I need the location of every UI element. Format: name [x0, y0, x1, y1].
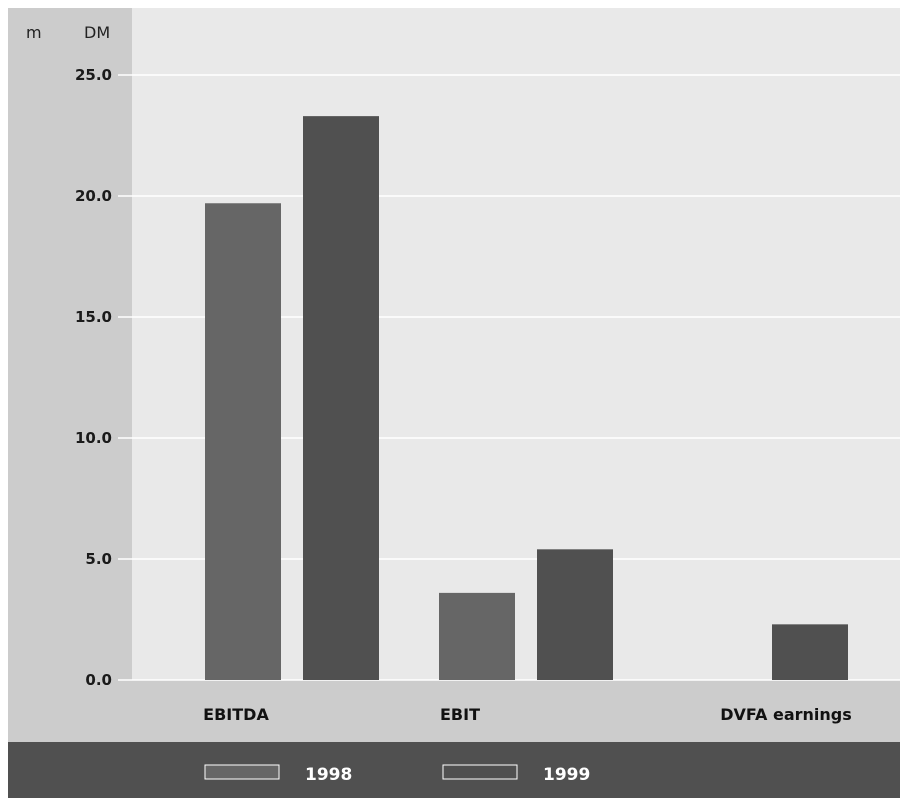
- y-tick-label: 10.0: [75, 429, 112, 447]
- y-axis-ticks: 0.0 5.0 10.0 15.0 20.0 25.0: [75, 66, 132, 689]
- legend-label-1999: 1999: [543, 765, 590, 785]
- bar-ebitda-1998: [205, 203, 281, 680]
- category-label-ebitda: EBITDA: [203, 705, 269, 724]
- category-label-dvfa-earnings: DVFA earnings: [720, 705, 852, 724]
- y-tick-label: 15.0: [75, 308, 112, 326]
- axis-panel-left: [8, 8, 132, 742]
- y-tick-label: 20.0: [75, 187, 112, 205]
- bars: [205, 116, 848, 680]
- category-panel: [132, 680, 900, 742]
- legend-swatch-1999: [442, 764, 518, 780]
- y-tick-label: 5.0: [85, 550, 112, 568]
- legend-swatch-1998: [204, 764, 280, 780]
- bar-dvfa-earnings-1999: [772, 624, 848, 680]
- legend-label-1998: 1998: [305, 765, 352, 785]
- bar-ebitda-1999: [303, 116, 379, 680]
- category-label-ebit: EBIT: [440, 705, 480, 724]
- unit-label-dm: DM: [84, 23, 110, 42]
- bar-ebit-1998: [439, 592, 515, 680]
- y-tick-label: 0.0: [85, 671, 112, 689]
- y-tick-label: 25.0: [75, 66, 112, 84]
- bar-ebit-1999: [537, 549, 613, 680]
- unit-label-m: m: [26, 23, 42, 42]
